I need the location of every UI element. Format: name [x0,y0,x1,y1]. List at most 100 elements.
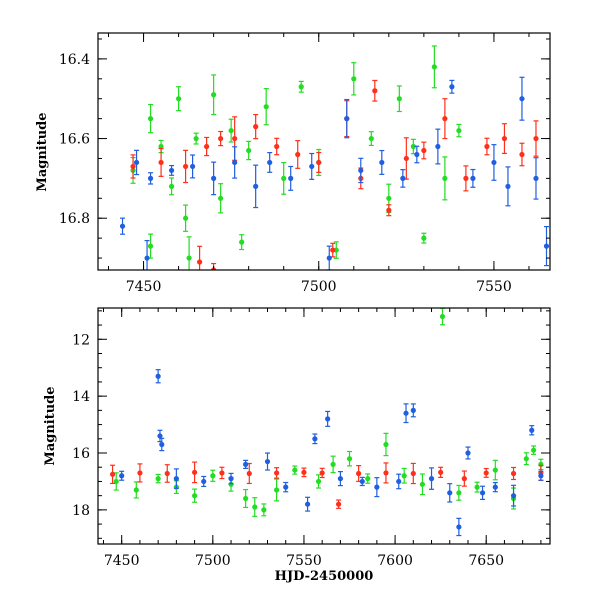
top-point-s1-6 [253,113,259,140]
top-point-s2-7 [253,164,259,209]
bottom-point-s2-16 [396,473,402,490]
top-point-s2-14 [379,149,385,175]
bottom-point-s2-27 [538,470,544,481]
top-point-s2-24 [543,226,550,267]
bottom-point-s0-5 [210,469,216,482]
bottom-point-s2-10 [304,496,311,512]
bottom-point-s0-22 [492,459,498,481]
bottom-point-s2-0 [119,470,125,481]
top-point-s2-8 [267,152,273,173]
top-point-s0-4 [175,86,182,112]
top-x-tick-label-1: 7500 [301,279,337,295]
bottom-point-s0-11 [292,465,298,475]
bottom-point-s2-17 [403,403,409,424]
bottom-point-s0-20 [456,484,462,501]
top-point-s2-0 [119,217,126,235]
top-point-s1-8 [295,140,301,169]
bottom-point-s2-7 [243,459,249,469]
bottom-point-s2-20 [447,483,453,503]
bottom-point-s2-5 [201,475,207,488]
bottom-y-axis-label: Magnitude [43,386,58,465]
bottom-point-s0-9 [261,503,267,517]
top-point-s0-22 [431,45,437,89]
bottom-point-s1-14 [461,470,467,487]
bottom-point-s1-8 [319,467,325,479]
top-y-tick-label-1: 16.6 [59,132,90,148]
top-point-s2-17 [435,128,441,165]
bottom-point-s2-21 [456,517,462,537]
top-point-s1-17 [442,98,448,140]
top-point-s0-23 [442,156,448,201]
top-point-s0-9 [228,118,234,143]
bottom-point-s0-17 [401,467,407,484]
top-point-s0-19 [396,85,402,113]
top-point-s1-4 [218,130,224,147]
top-x-tick-label-0: 7450 [126,279,162,295]
bottom-point-s0-10 [274,478,280,502]
bottom-point-s2-2 [157,429,163,443]
bottom-point-s2-15 [374,477,380,498]
top-point-s1-2 [182,149,189,184]
top-point-s2-9 [288,165,294,191]
top-point-s2-10 [309,152,315,180]
top-point-s0-25 [147,233,154,259]
bottom-point-s1-4 [219,466,225,480]
top-point-s1-10 [330,242,336,258]
bottom-point-s0-8 [252,497,258,517]
bottom-x-tick-label-3: 7600 [377,553,413,569]
top-point-s0-27 [239,234,245,251]
top-point-s2-4 [190,154,196,179]
top-axis-frame [97,32,551,271]
top-point-s1-22 [533,120,539,157]
top-point-s0-1 [147,103,154,134]
top-point-s0-3 [168,177,175,196]
top-y-tick-label-2: 16.8 [59,211,90,227]
bottom-point-s0-24 [523,452,529,466]
bottom-point-s0-4 [191,488,198,503]
top-point-s1-14 [386,204,392,217]
bottom-panel: 7450 7500 7550 7600 7650 12 14 16 18 Magnitude H… [43,307,551,584]
bottom-point-s1-5 [246,462,252,485]
bottom-point-s1-12 [410,462,416,485]
bottom-point-s0-25 [530,445,537,455]
bottom-x-tick-label-4: 7650 [468,553,504,569]
top-point-s1-7 [274,137,280,156]
bottom-point-s2-8 [264,452,271,471]
top-point-s2-20 [491,144,497,181]
bottom-data-points [109,308,544,537]
top-ticks: 7450 7500 7550 16.4 16.6 16.8 [59,33,550,295]
top-point-s1-15 [403,137,409,180]
top-point-s2-18 [449,79,455,94]
top-panel: 7450 7500 7550 16.4 16.6 16.8 Magnitude [35,32,551,295]
top-point-s0-15 [333,241,339,259]
top-point-s0-13 [298,80,304,93]
top-point-s0-24 [456,123,462,138]
top-point-s2-13 [358,157,364,184]
bottom-point-s0-15 [365,473,371,484]
bottom-y-tick-label-1: 14 [72,389,90,405]
bottom-point-s1-3 [191,461,198,484]
bottom-point-s0-7 [243,488,249,509]
top-point-s1-16 [421,141,427,160]
bottom-x-tick-label-0: 7450 [104,553,140,569]
bottom-point-s1-6 [274,467,280,479]
top-point-s1-0 [130,154,136,179]
bottom-x-axis-label: HJD-2450000 [275,569,374,584]
bottom-point-s2-3 [159,437,165,452]
bottom-point-s2-18 [410,403,416,418]
top-point-s0-21 [421,232,427,244]
bottom-point-s0-12 [315,474,322,489]
top-point-s2-19 [470,168,476,188]
top-y-tick-label-0: 16.4 [59,52,90,68]
bottom-y-tick-label-3: 18 [72,503,90,519]
bottom-point-s2-26 [529,425,535,436]
top-point-s1-13 [372,79,378,102]
top-point-s0-7 [211,74,217,116]
top-point-s2-16 [414,145,420,164]
bottom-point-s1-11 [383,462,389,484]
bottom-point-s2-25 [510,484,517,507]
top-point-s2-3 [168,164,175,176]
bottom-point-s1-15 [483,467,489,478]
bottom-point-s2-19 [428,467,435,490]
